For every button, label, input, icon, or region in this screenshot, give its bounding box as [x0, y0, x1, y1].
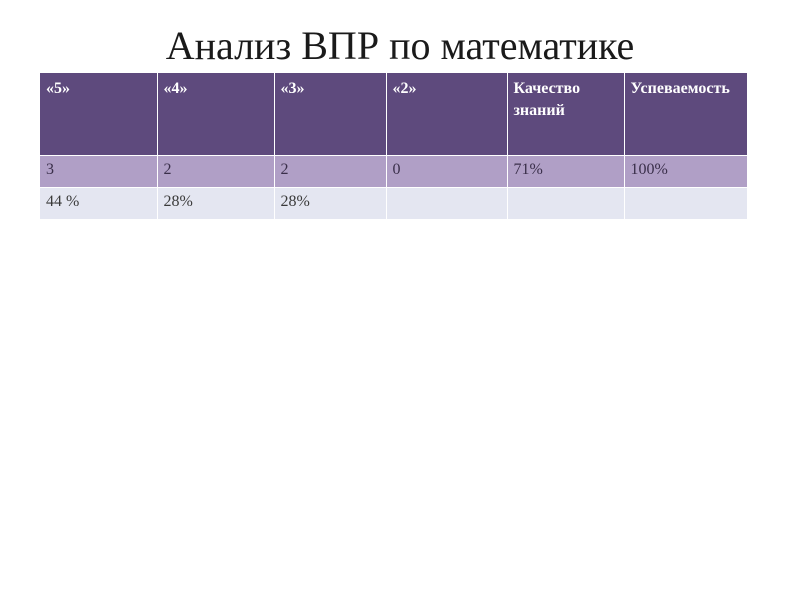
- table-row: 44 % 28% 28%: [40, 187, 747, 220]
- header-cell-progress: Успеваемость: [624, 73, 747, 156]
- table-cell: 100%: [624, 155, 747, 188]
- table-cell: 28%: [274, 187, 387, 220]
- table-cell: 71%: [507, 155, 625, 188]
- header-cell-grade-5: «5»: [40, 73, 158, 156]
- header-cell-grade-2: «2»: [386, 73, 508, 156]
- table-cell: 2: [274, 155, 387, 188]
- table-cell: 44 %: [40, 187, 158, 220]
- table-cell: [507, 187, 625, 220]
- slide-title: Анализ ВПР по математике: [165, 23, 635, 68]
- table-cell: 28%: [157, 187, 275, 220]
- table-cell: 0: [386, 155, 508, 188]
- header-cell-grade-3: «3»: [274, 73, 387, 156]
- table-cell: [386, 187, 508, 220]
- results-table: «5» «4» «3» «2» Качество знаний Успеваем…: [40, 73, 747, 220]
- table-header-row: «5» «4» «3» «2» Качество знаний Успеваем…: [40, 73, 747, 156]
- header-cell-quality: Качество знаний: [507, 73, 625, 156]
- table-cell: [624, 187, 747, 220]
- table-cell: 3: [40, 155, 158, 188]
- table-row: 3 2 2 0 71% 100%: [40, 155, 747, 188]
- header-cell-grade-4: «4»: [157, 73, 275, 156]
- table-cell: 2: [157, 155, 275, 188]
